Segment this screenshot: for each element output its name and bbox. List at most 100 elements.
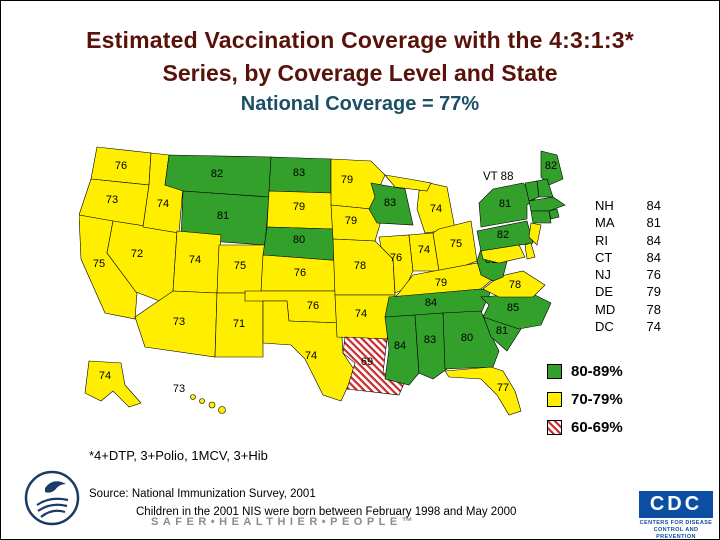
side-list-row-MA: MA 81 [595, 214, 661, 231]
side-list-state-value: 78 [646, 301, 661, 317]
side-list-row-NJ: NJ 76 [595, 266, 661, 283]
state-MI [384, 174, 432, 192]
state-value-ME: 82 [545, 160, 557, 172]
state-GA [442, 310, 500, 370]
side-list-state-value: 84 [646, 249, 661, 265]
cdc-logo: CDC CENTERS FOR DISEASE CONTROL AND PREV… [639, 491, 713, 540]
source-line-2: Children in the 2001 NIS were born betwe… [136, 505, 517, 518]
cdc-logo-caption: CENTERS FOR DISEASE CONTROL AND PREVENTI… [639, 520, 713, 540]
state-value-KS: 76 [294, 267, 306, 279]
state-value-UT: 74 [189, 254, 201, 266]
state-value-AZ: 73 [173, 316, 185, 328]
hhs-eagle-stripe [36, 497, 69, 506]
state-value-MT: 82 [211, 168, 223, 180]
state-value-AK: 74 [99, 370, 111, 382]
state-value-ID: 74 [157, 198, 169, 210]
state-value-IL: 76 [390, 252, 402, 264]
side-list-state-abbrev: NH [595, 198, 614, 213]
state-PA [476, 220, 534, 252]
state-value-MI: 74 [430, 203, 442, 215]
legend-label: 60-69% [571, 419, 623, 436]
cdc-logo-acronym: CDC [639, 491, 713, 518]
side-list-row-CT: CT 84 [595, 249, 661, 266]
state-value-VA: 78 [509, 279, 521, 291]
legend-swatch-solid [547, 364, 562, 379]
state-WI [368, 182, 414, 226]
state-HI-island [190, 394, 196, 400]
side-list-row-DE: DE 79 [595, 283, 661, 300]
safer-healthier-people-tagline: SAFER•HEALTHIER•PEOPLE™ [151, 516, 418, 528]
hhs-eagle-stripe [40, 509, 66, 518]
side-list-row-DC: DC 74 [595, 318, 661, 335]
state-value-CA: 75 [93, 258, 105, 270]
state-value-WI: 83 [384, 197, 396, 209]
state-value-OK: 76 [307, 300, 319, 312]
vt-callout: VT 88 [483, 171, 513, 183]
source-line-1: Source: National Immunization Survey, 20… [89, 488, 316, 500]
state-value-NY: 81 [499, 198, 511, 210]
legend: 80-89% 70-79% 60-69% [547, 363, 623, 447]
national-coverage-subtitle: National Coverage = 77% [240, 93, 480, 115]
state-value-CO: 75 [234, 260, 246, 272]
state-HI-island [218, 406, 226, 414]
state-value-OR: 73 [106, 194, 118, 206]
state-value-NV: 72 [131, 248, 143, 260]
hhs-eagle-stripe [37, 503, 68, 512]
state-value-TN: 84 [425, 297, 437, 309]
state-MA [528, 196, 566, 212]
state-value-IA: 79 [345, 215, 357, 227]
title-line-2: Series, by Coverage Level and State [162, 60, 558, 86]
side-list-state-abbrev: NJ [595, 267, 611, 283]
state-value-NC: 85 [507, 302, 519, 314]
state-value-KY: 79 [435, 277, 447, 289]
northeast-states-list: NH 84 MA 81 RI 84 CT 84 NJ 76 DE 79 MD 78 DC 74 [595, 197, 661, 335]
side-list-state-abbrev: CT [595, 249, 613, 265]
state-ME [540, 150, 564, 186]
state-value-NM: 71 [233, 318, 245, 330]
side-list-row-NH: NH 84 [595, 197, 661, 214]
legend-swatch-solid [547, 392, 562, 407]
state-FL [444, 366, 522, 416]
state-value-IN: 74 [418, 244, 430, 256]
state-value-WY: 81 [217, 210, 229, 222]
state-value-FL: 77 [497, 382, 509, 394]
state-RI [548, 208, 560, 220]
state-NJ [528, 222, 542, 246]
state-value-MO: 78 [354, 260, 366, 272]
legend-row-60-69: 60-69% [547, 419, 623, 436]
side-list-state-abbrev: DE [595, 284, 614, 300]
side-list-state-abbrev: MA [595, 215, 615, 231]
state-value-MS: 84 [394, 340, 406, 352]
title-line-1: Estimated Vaccination Coverage with the … [86, 27, 634, 53]
side-list-state-value: 84 [646, 198, 661, 213]
side-list-state-value: 81 [646, 215, 661, 231]
state-CT [530, 210, 552, 224]
side-list-state-value: 74 [646, 319, 661, 335]
side-list-row-RI: RI 84 [595, 232, 661, 249]
hhs-logo [24, 470, 80, 526]
legend-row-80-89: 80-89% [547, 363, 623, 380]
legend-swatch-hatched [547, 420, 562, 435]
state-value-NE: 80 [293, 234, 305, 246]
state-value-AR: 74 [355, 308, 367, 320]
state-MD [480, 244, 526, 264]
state-value-SD: 79 [293, 201, 305, 213]
state-HI-island [199, 398, 205, 404]
state-AL [414, 312, 448, 380]
legend-label: 70-79% [571, 391, 623, 408]
source-note: Source: National Immunization Survey, 20… [89, 486, 516, 522]
cdc-caption-line-2: CONTROL AND PREVENTION [653, 526, 699, 540]
side-list-state-abbrev: RI [595, 232, 608, 248]
state-value-PA: 82 [497, 229, 509, 241]
legend-label: 80-89% [571, 363, 623, 380]
hhs-seal-ring [24, 470, 80, 526]
state-value-LA: 69 [361, 356, 373, 368]
state-value-MN: 79 [341, 174, 353, 186]
side-list-state-value: 76 [646, 267, 661, 283]
state-value-HI: 73 [173, 383, 185, 395]
state-value-TX: 74 [305, 350, 317, 362]
state-LA [342, 336, 406, 396]
side-list-state-value: 84 [646, 232, 661, 248]
state-value-WA: 76 [115, 160, 127, 172]
